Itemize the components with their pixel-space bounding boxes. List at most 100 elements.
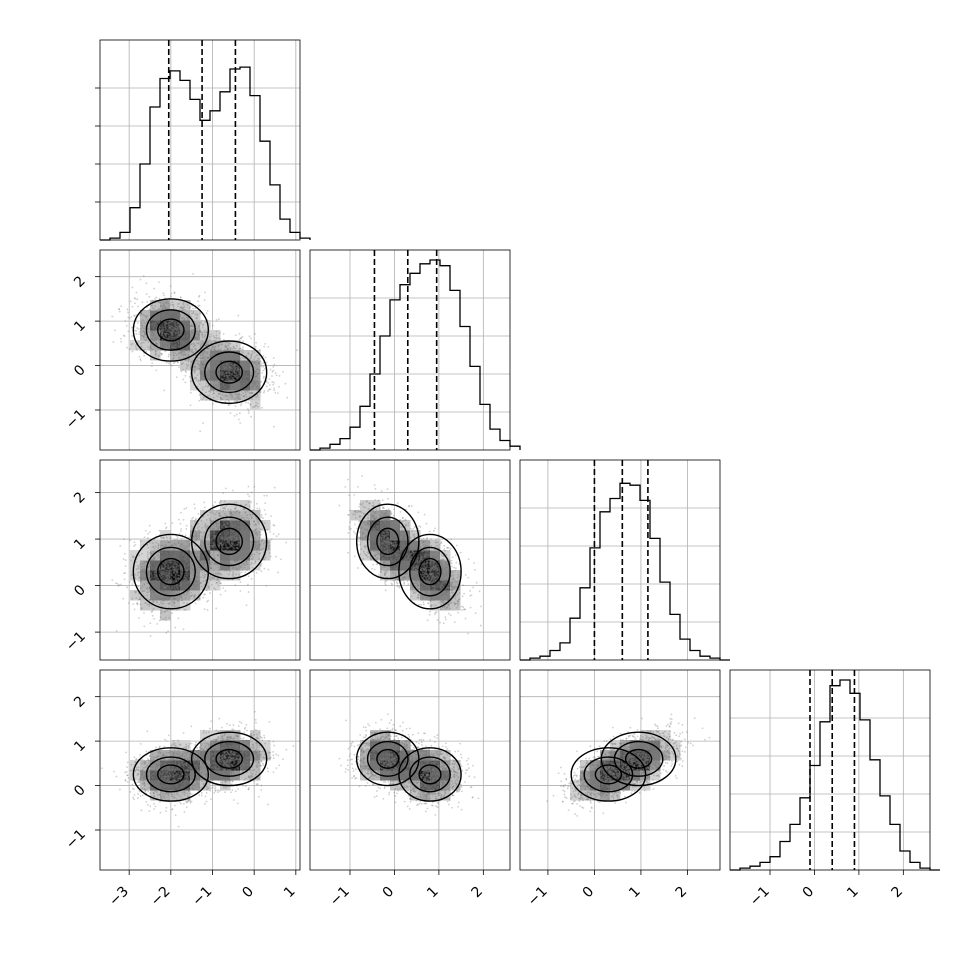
density-cell xyxy=(230,390,241,401)
sample-point xyxy=(240,521,243,524)
sample-point xyxy=(161,312,164,314)
sample-point xyxy=(175,322,177,325)
sample-point xyxy=(238,372,241,375)
sample-point xyxy=(158,315,161,317)
sample-point xyxy=(250,386,253,389)
sample-point xyxy=(171,346,173,349)
sample-point xyxy=(214,562,217,565)
sample-point xyxy=(183,564,186,567)
sample-point xyxy=(128,581,131,583)
sample-point xyxy=(182,316,185,319)
density-cell xyxy=(180,600,191,611)
sample-point xyxy=(177,617,180,620)
sample-point xyxy=(211,583,213,586)
sample-point xyxy=(162,292,165,295)
sample-point xyxy=(169,353,172,356)
sample-point xyxy=(162,326,165,329)
sample-point xyxy=(177,346,180,349)
sample-point xyxy=(194,313,197,316)
sample-point xyxy=(222,387,225,390)
sample-point xyxy=(179,312,181,315)
sample-point xyxy=(174,352,177,355)
sample-point xyxy=(189,596,192,599)
sample-point xyxy=(256,380,258,383)
sample-point xyxy=(229,389,232,391)
sample-point xyxy=(214,501,217,504)
sample-point xyxy=(216,359,218,362)
sample-point xyxy=(249,523,251,525)
sample-point xyxy=(151,559,154,562)
sample-point xyxy=(181,306,184,309)
sample-point xyxy=(241,552,244,555)
sample-point xyxy=(200,585,203,588)
sample-point xyxy=(197,564,199,567)
sample-point xyxy=(244,555,247,558)
sample-point xyxy=(225,363,228,366)
sample-point xyxy=(256,368,258,371)
sample-point xyxy=(230,384,233,387)
sample-point xyxy=(189,404,192,407)
sample-point xyxy=(253,361,256,364)
sample-point xyxy=(218,393,221,395)
sample-point xyxy=(238,511,241,514)
sample-point xyxy=(185,320,188,322)
sample-point xyxy=(179,326,182,329)
sample-point xyxy=(235,501,238,504)
sample-point xyxy=(153,330,156,333)
sample-point xyxy=(208,378,210,381)
sample-point xyxy=(168,326,171,329)
sample-point xyxy=(236,358,239,361)
sample-point xyxy=(238,578,241,581)
sample-point xyxy=(169,592,172,595)
sample-point xyxy=(260,516,263,519)
sample-point xyxy=(162,554,165,557)
sample-point xyxy=(171,301,174,304)
sample-point xyxy=(176,345,179,348)
sample-point xyxy=(173,572,175,574)
sample-point xyxy=(165,322,168,325)
sample-point xyxy=(151,304,154,307)
sample-point xyxy=(165,565,167,568)
panel-1-1 xyxy=(309,249,521,451)
sample-point xyxy=(257,358,260,360)
sample-point xyxy=(173,602,176,605)
sample-point xyxy=(209,532,212,534)
sample-point xyxy=(243,566,246,569)
sample-point xyxy=(155,342,158,345)
density-cell xyxy=(220,380,231,391)
sample-point xyxy=(231,371,234,373)
sample-point xyxy=(199,380,202,383)
sample-point xyxy=(197,300,200,303)
sample-point xyxy=(173,336,176,339)
sample-point xyxy=(159,585,162,588)
sample-point xyxy=(185,325,188,328)
sample-point xyxy=(210,348,213,350)
sample-point xyxy=(143,333,146,336)
sample-point xyxy=(156,622,159,625)
sample-point xyxy=(227,559,230,562)
sample-point xyxy=(212,370,215,373)
sample-point xyxy=(166,565,169,568)
sample-point xyxy=(197,334,200,336)
sample-point xyxy=(151,362,154,365)
sample-point xyxy=(120,305,123,308)
sample-point xyxy=(165,609,167,612)
sample-point xyxy=(258,362,261,364)
sample-point xyxy=(154,322,157,325)
sample-point xyxy=(160,597,163,600)
sample-point xyxy=(153,563,156,565)
sample-point xyxy=(183,325,186,328)
sample-point xyxy=(234,356,237,359)
sample-point xyxy=(167,581,170,584)
sample-point xyxy=(254,380,256,382)
sample-point xyxy=(210,362,212,364)
sample-point xyxy=(227,371,230,374)
sample-point xyxy=(176,311,178,314)
sample-point xyxy=(180,353,183,356)
sample-point xyxy=(173,336,176,339)
sample-point xyxy=(168,572,171,575)
sample-point xyxy=(162,567,165,570)
sample-point xyxy=(144,570,146,573)
sample-point xyxy=(135,333,138,335)
sample-point xyxy=(242,529,245,531)
